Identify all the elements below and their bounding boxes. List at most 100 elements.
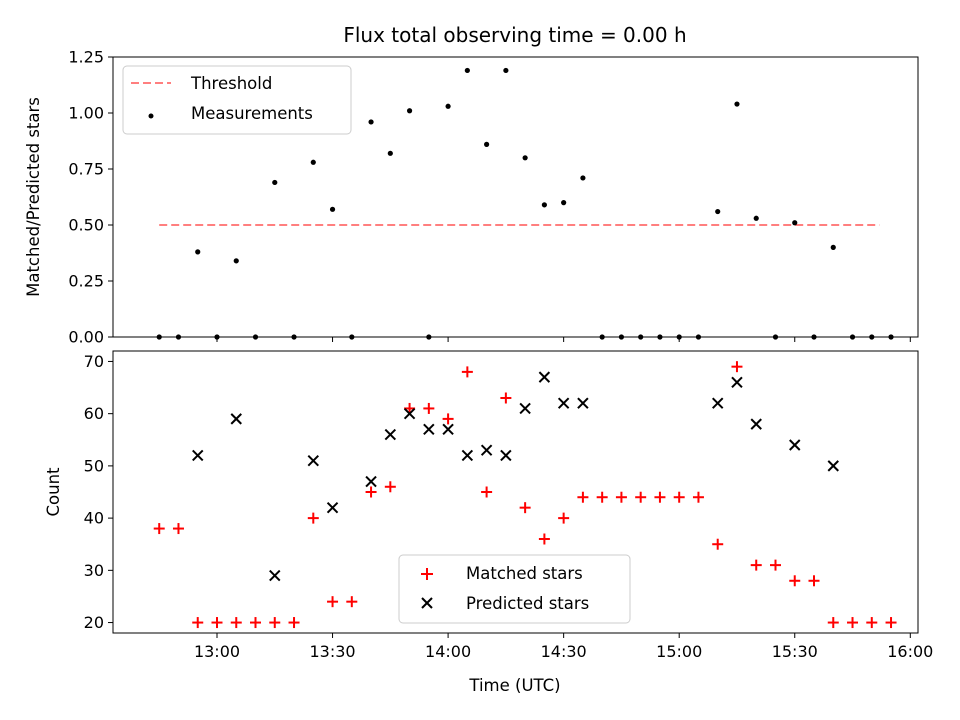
x-tick-label: 14:00 xyxy=(425,642,471,661)
matched-star-point xyxy=(461,366,473,378)
predicted-star-point xyxy=(731,376,743,389)
bottom-y-tick-label: 30 xyxy=(84,561,104,580)
measurement-point xyxy=(830,244,836,250)
measurement-point xyxy=(310,159,316,165)
predicted-star-point xyxy=(461,449,474,462)
measurement-point xyxy=(503,67,509,74)
matched-star-point xyxy=(673,491,685,503)
top-axes-frame xyxy=(112,56,919,338)
predicted-star-point xyxy=(557,397,570,409)
matched-star-point xyxy=(769,559,781,571)
top-panel: 0.00 0.25 0.50 0.75 1.00 1.25 Threshold Measu… xyxy=(68,48,919,347)
bottom-legend: Matched stars Predicted stars xyxy=(398,554,631,624)
matched-star-point xyxy=(423,402,435,414)
measurement-point xyxy=(406,108,413,114)
measurement-point xyxy=(561,200,567,206)
legend-matched-label: Matched stars xyxy=(466,564,583,583)
bottom-plot-area xyxy=(153,361,897,629)
predicted-star-point xyxy=(423,423,435,436)
matched-star-point xyxy=(442,413,454,425)
top-y-tick-label: 0.75 xyxy=(68,160,104,179)
bottom-y-axis-label: Count xyxy=(44,467,63,517)
matched-star-point xyxy=(230,617,242,629)
x-tick-label: 15:30 xyxy=(772,642,818,661)
matched-star-point xyxy=(365,486,377,498)
measurement-point xyxy=(445,103,451,109)
predicted-star-point xyxy=(269,569,281,582)
top-y-axis-label: Matched/Predicted stars xyxy=(24,97,43,297)
bottom-y-tick-label: 20 xyxy=(84,613,104,632)
predicted-star-point xyxy=(500,449,512,462)
matched-star-point xyxy=(404,402,416,414)
predicted-star-point xyxy=(789,439,801,451)
matched-star-point xyxy=(172,523,184,535)
bottom-y-tick-label: 70 xyxy=(84,352,104,371)
matched-star-point xyxy=(500,392,512,404)
predicted-star-point xyxy=(403,407,416,420)
measurement-point xyxy=(484,141,490,147)
matched-star-point xyxy=(192,617,204,629)
legend-matched-swatch xyxy=(421,568,433,580)
matched-star-point xyxy=(211,617,223,629)
measurement-point xyxy=(368,119,374,125)
predicted-star-point xyxy=(365,475,377,488)
x-axis-label: Time (UTC) xyxy=(468,676,560,695)
legend-threshold-label: Threshold xyxy=(190,74,272,93)
matched-star-point xyxy=(596,491,608,503)
bottom-y-ticks: 20 30 40 50 60 70 xyxy=(84,352,113,632)
top-y-tick-label: 0.50 xyxy=(68,216,104,235)
bottom-x-ticks: 13:00 13:30 14:00 14:30 15:00 15:30 16:00 xyxy=(194,633,933,661)
top-legend: Threshold Measurements xyxy=(122,65,352,135)
x-tick-label: 13:00 xyxy=(194,642,240,661)
matched-star-point xyxy=(346,596,358,608)
predicted-star-point xyxy=(384,428,397,441)
chart-title: Flux total observing time = 0.00 h xyxy=(343,23,686,47)
measurement-point xyxy=(464,67,470,74)
top-legend-box xyxy=(122,65,352,135)
matched-star-point xyxy=(731,361,743,373)
measurement-point xyxy=(792,220,798,226)
matched-star-point xyxy=(481,486,493,498)
matched-star-point xyxy=(558,512,570,524)
matched-star-point xyxy=(538,533,550,545)
predicted-star-point xyxy=(712,397,724,409)
matched-star-point xyxy=(519,502,531,514)
predicted-star-point xyxy=(519,402,531,415)
bottom-y-tick-label: 60 xyxy=(84,404,104,423)
measurement-point xyxy=(734,101,740,107)
predicted-star-point xyxy=(538,371,551,383)
matched-star-point xyxy=(250,617,262,629)
measurement-point xyxy=(233,258,239,264)
predicted-star-point xyxy=(326,501,339,514)
matched-star-point xyxy=(654,491,666,503)
matched-star-point xyxy=(789,575,801,587)
bottom-y-tick-label: 50 xyxy=(84,456,104,475)
matched-star-point xyxy=(827,617,839,629)
matched-star-point xyxy=(750,559,762,571)
matched-star-point xyxy=(808,575,820,587)
predicted-star-point xyxy=(480,444,493,456)
predicted-star-point xyxy=(442,423,454,436)
matched-star-point xyxy=(866,617,878,629)
legend-predicted-label: Predicted stars xyxy=(466,594,589,613)
predicted-star-point xyxy=(307,454,319,467)
measurement-point xyxy=(541,202,547,208)
matched-star-point xyxy=(885,617,897,629)
matched-star-point xyxy=(307,512,319,524)
x-tick-label: 15:00 xyxy=(656,642,702,661)
matched-star-point xyxy=(692,491,704,503)
matched-star-point xyxy=(153,523,165,535)
matched-star-point xyxy=(269,617,281,629)
matched-star-point xyxy=(577,491,589,503)
bottom-axes-frame xyxy=(112,350,919,634)
legend-measurements-label: Measurements xyxy=(191,104,313,123)
measurement-point xyxy=(753,215,759,221)
predicted-star-point xyxy=(230,413,242,425)
measurement-point xyxy=(715,208,721,215)
matched-star-point xyxy=(635,491,647,503)
top-y-tick-label: 0.00 xyxy=(68,328,104,347)
predicted-star-point xyxy=(577,397,589,409)
measurement-point xyxy=(195,249,201,255)
x-tick-label: 13:30 xyxy=(309,642,355,661)
